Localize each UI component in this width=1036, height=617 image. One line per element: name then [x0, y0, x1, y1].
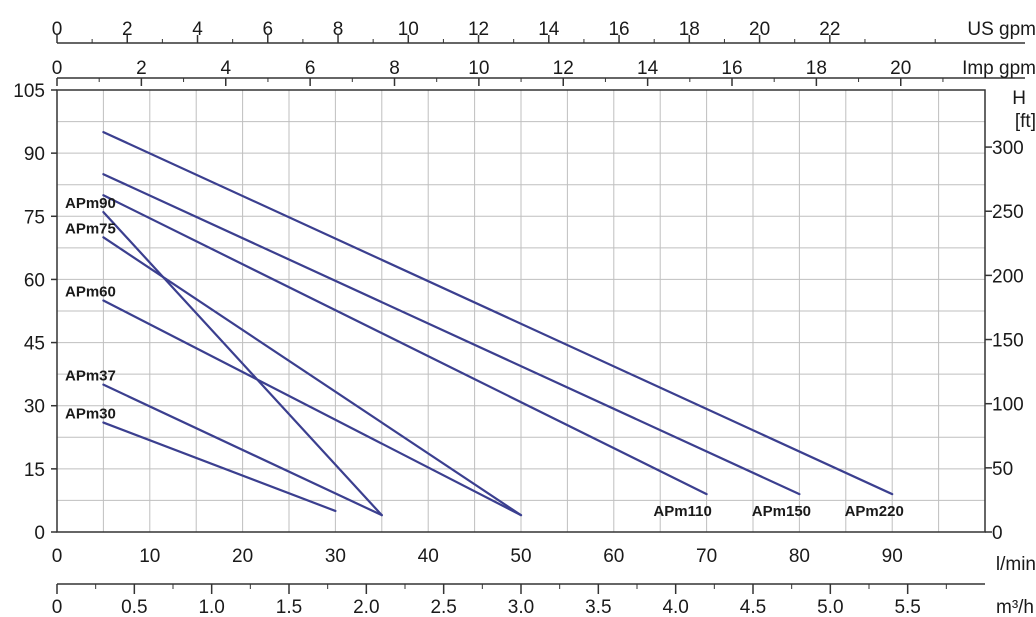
impgpm-axis-label: Imp gpm: [962, 58, 1036, 79]
impgpm-tick-label: 2: [136, 58, 147, 79]
axes: 0153045607590105050100150200250300H[ft]0…: [13, 19, 1036, 617]
ft-axis-unit: [ft]: [1015, 111, 1036, 132]
lmin-tick-label: 20: [232, 546, 253, 567]
series-line-apm90: [102, 210, 383, 517]
lmin-tick-label: 30: [325, 546, 346, 567]
usgpm-axis-label: US gpm: [967, 19, 1036, 40]
lmin-tick-label: 50: [510, 546, 531, 567]
impgpm-tick-label: 18: [806, 58, 827, 79]
m3h-tick-label: 5.0: [817, 597, 843, 617]
m3h-tick-label: 4.5: [740, 597, 766, 617]
impgpm-tick-label: 10: [468, 58, 489, 79]
series-line-apm60: [102, 299, 523, 517]
m3h-tick-label: 1.0: [198, 597, 224, 617]
lmin-tick-label: 10: [139, 546, 160, 567]
m3h-tick-label: 5.5: [894, 597, 920, 617]
ft-tick-label: 200: [992, 266, 1024, 287]
lmin-tick-label: 70: [696, 546, 717, 567]
usgpm-tick-label: 6: [262, 19, 273, 40]
series-labels: APm30 APm37 APm60 APm75 APm90 APm110 APm150 APm…: [65, 195, 904, 520]
impgpm-tick-label: 8: [389, 58, 400, 79]
usgpm-tick-label: 20: [749, 19, 770, 40]
ft-tick-label: 150: [992, 331, 1024, 352]
series-line-apm150: [102, 173, 801, 496]
y-tick-label: 60: [24, 270, 45, 291]
usgpm-tick-label: 8: [333, 19, 344, 40]
m3h-tick-label: 1.5: [276, 597, 302, 617]
series-line-apm110: [102, 194, 708, 496]
impgpm-tick-label: 12: [553, 58, 574, 79]
ft-tick-label: 100: [992, 395, 1024, 416]
lmin-tick-label: 40: [418, 546, 439, 567]
usgpm-tick-label: 14: [538, 19, 560, 40]
m3h-tick-label: 4.0: [662, 597, 688, 617]
y-tick-label: 30: [24, 397, 45, 418]
usgpm-tick-label: 12: [468, 19, 489, 40]
impgpm-tick-label: 14: [637, 58, 659, 79]
usgpm-tick-label: 22: [819, 19, 840, 40]
lmin-tick-label: 60: [603, 546, 624, 567]
series-label-apm90: APm90: [65, 195, 116, 212]
usgpm-tick-label: 10: [398, 19, 419, 40]
lmin-tick-label: 0: [52, 546, 63, 567]
series-label-apm75: APm75: [65, 220, 116, 237]
series-lines: [102, 130, 894, 517]
series-line-apm220: [102, 130, 894, 496]
usgpm-tick-label: 2: [122, 19, 133, 40]
series-label-apm37: APm37: [65, 368, 116, 385]
impgpm-tick-label: 16: [721, 58, 742, 79]
series-label-apm60: APm60: [65, 283, 116, 300]
series-label-apm110: APm110: [653, 503, 711, 520]
lmin-tick-label: 90: [882, 546, 903, 567]
series-label-apm150: APm150: [752, 503, 811, 520]
usgpm-tick-label: 4: [192, 19, 203, 40]
y-tick-label: 45: [24, 334, 45, 355]
m3h-tick-label: 3.0: [508, 597, 534, 617]
lmin-tick-label: 80: [789, 546, 810, 567]
impgpm-tick-label: 4: [220, 58, 231, 79]
ft-tick-label: 50: [992, 459, 1013, 480]
y-tick-label: 15: [24, 460, 45, 481]
ft-tick-label: 300: [992, 138, 1024, 159]
plot-frame: [56, 89, 986, 533]
series-label-apm30: APm30: [65, 406, 116, 423]
ft-tick-label: 250: [992, 202, 1024, 223]
usgpm-tick-label: 0: [52, 19, 63, 40]
grid: [57, 90, 985, 532]
impgpm-tick-label: 20: [890, 58, 911, 79]
usgpm-tick-label: 18: [679, 19, 700, 40]
y-tick-label: 105: [13, 81, 45, 102]
ft-tick-label: 0: [992, 523, 1003, 544]
m3h-tick-label: 0.5: [121, 597, 147, 617]
y-tick-label: 75: [24, 207, 45, 228]
impgpm-tick-label: 6: [305, 58, 316, 79]
series-line-apm30: [102, 421, 337, 513]
ft-axis-label: H: [1012, 88, 1026, 109]
y-tick-label: 90: [24, 144, 45, 165]
m3h-tick-label: 2.5: [430, 597, 456, 617]
lmin-axis-label: l/min: [996, 554, 1036, 575]
m3h-tick-label: 0: [52, 597, 63, 617]
series-line-apm75: [102, 236, 523, 517]
usgpm-tick-label: 16: [608, 19, 629, 40]
series-label-apm220: APm220: [845, 503, 904, 520]
m3h-tick-label: 3.5: [585, 597, 611, 617]
series-line-apm37: [102, 383, 383, 517]
m3h-tick-label: 2.0: [353, 597, 379, 617]
m3h-axis-label: m³/h: [996, 597, 1034, 617]
impgpm-tick-label: 0: [52, 58, 63, 79]
y-tick-label: 0: [34, 523, 45, 544]
